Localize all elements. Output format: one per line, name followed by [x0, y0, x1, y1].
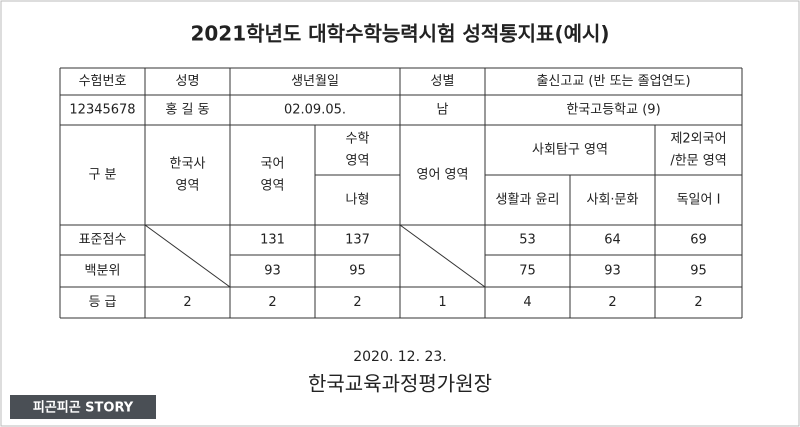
score-value: 2: [694, 295, 702, 310]
info-value: 홍 길 동: [165, 103, 209, 118]
header-cell: 영역: [176, 179, 200, 194]
diagonal: [144, 224, 231, 288]
score-value: 93: [264, 264, 281, 279]
header-cell: 국어: [261, 157, 285, 172]
table-grid: [59, 67, 743, 319]
watermark: 피곤피곤 STORY: [33, 401, 134, 416]
header-cell: 영역: [261, 179, 285, 194]
score-value: 75: [519, 264, 536, 279]
row-label: 표준점수: [79, 233, 127, 248]
score-value: 95: [690, 264, 707, 279]
header-cell: 수학: [346, 132, 370, 147]
title: 2021학년도 대학수학능력시험 성적통지표(예시): [190, 22, 609, 46]
watermark-bg: [10, 395, 156, 419]
header-cell: 나형: [346, 193, 370, 208]
score-value: 95: [349, 264, 366, 279]
score-value: 53: [519, 233, 536, 248]
score-value: 2: [608, 295, 616, 310]
info-header: 성명: [176, 74, 200, 89]
header-cell: 생활과 윤리: [496, 193, 560, 208]
score-value: 2: [183, 295, 191, 310]
header-cell: /한문 영역: [670, 154, 726, 169]
score-value: 69: [690, 233, 707, 248]
header-cell: 한국사: [170, 157, 206, 172]
row-label: 백분위: [85, 264, 121, 279]
score-value: 137: [345, 233, 370, 248]
info-header: 수험번호: [79, 74, 127, 89]
diagonal: [399, 224, 486, 288]
info-value: 12345678: [69, 103, 135, 118]
info-header: 성별: [431, 74, 455, 89]
header-cell: 사회·문화: [587, 193, 639, 208]
score-value: 2: [353, 295, 361, 310]
info-header: 출신고교 (반 또는 졸업연도): [536, 74, 690, 89]
header-cell: 제2외국어: [670, 132, 726, 147]
row-label: 등 급: [88, 295, 116, 310]
score-value: 1: [438, 295, 446, 310]
header-cell: 영역: [346, 154, 370, 169]
header-cell: 영어 영역: [417, 168, 469, 183]
score-value: 64: [604, 233, 621, 248]
date: 2020. 12. 23.: [353, 349, 447, 365]
score-value: 4: [523, 295, 531, 310]
info-value: 02.09.05.: [284, 103, 346, 118]
issuer: 한국교육과정평가원장: [308, 372, 492, 396]
score-value: 93: [604, 264, 621, 279]
info-value: 남: [437, 103, 449, 118]
header-cell: 사회탐구 영역: [532, 143, 608, 158]
score-value: 131: [260, 233, 285, 248]
header-cell: 독일어 I: [677, 193, 721, 208]
info-value: 한국고등학교 (9): [566, 103, 660, 118]
score-value: 2: [268, 295, 276, 310]
info-header: 생년월일: [291, 74, 339, 89]
header-cell: 구 분: [88, 168, 116, 183]
